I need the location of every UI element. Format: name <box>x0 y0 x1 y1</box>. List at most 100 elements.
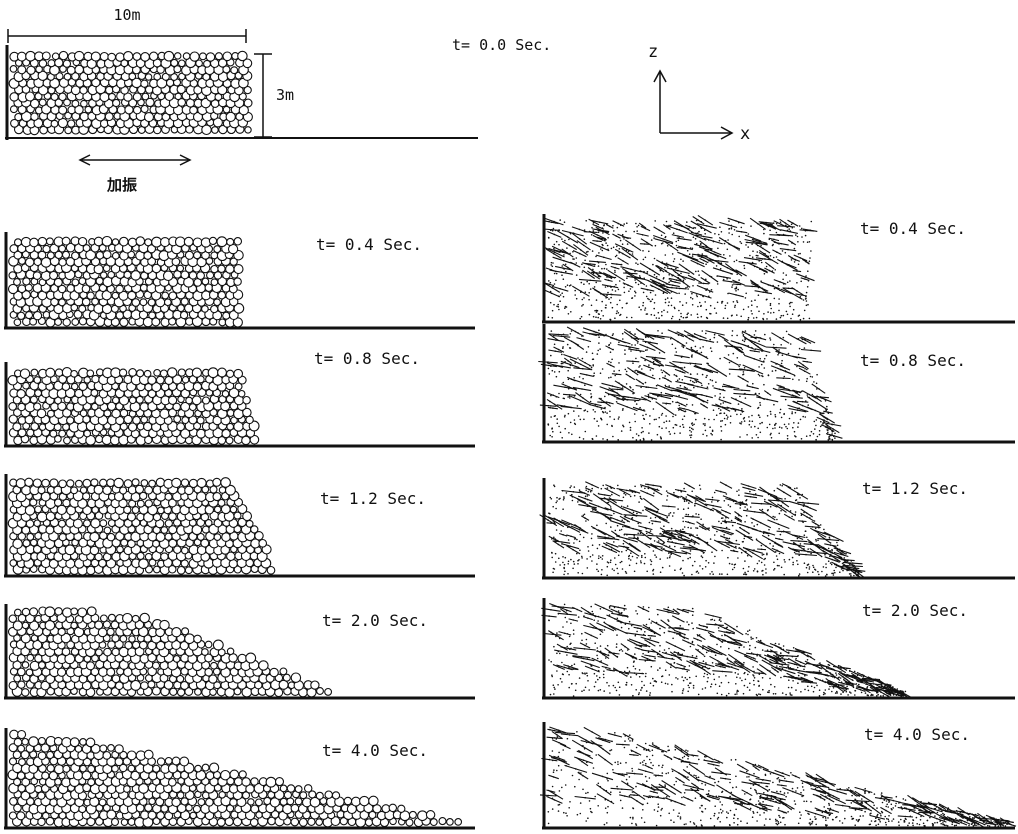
particle <box>77 236 88 247</box>
particle <box>210 661 218 670</box>
contact-dot <box>754 425 756 428</box>
contact-dot <box>731 563 733 565</box>
contact-dot <box>595 316 597 319</box>
contact-dot <box>668 552 670 554</box>
contact-dot <box>773 297 776 300</box>
particle <box>111 396 120 405</box>
contact-dot <box>691 247 694 250</box>
contact-dot <box>627 250 630 253</box>
particle <box>144 552 153 561</box>
contact-dot <box>695 418 697 421</box>
contact-dot <box>686 387 688 390</box>
contact-dot <box>708 418 710 421</box>
contact-dot <box>705 263 707 266</box>
contact-dot <box>824 553 826 556</box>
contact-dot <box>728 220 730 222</box>
contact-dot <box>606 268 608 270</box>
contact-dot <box>634 295 636 297</box>
contact-dot <box>747 316 750 319</box>
contact-dot <box>780 509 782 512</box>
contact-dot <box>620 528 623 531</box>
force-chain <box>611 373 622 376</box>
force-chain <box>690 290 712 299</box>
contact-dot <box>621 386 624 388</box>
contact-dot <box>817 570 819 573</box>
particle <box>21 688 30 697</box>
contact-dot <box>554 522 556 525</box>
contact-dot <box>562 295 565 298</box>
contact-dot <box>650 313 653 316</box>
contact-dot <box>738 368 741 371</box>
contact-dot <box>569 333 572 335</box>
contact-dot <box>573 395 576 397</box>
particle <box>8 680 18 691</box>
particle <box>243 85 252 95</box>
force-chain <box>756 396 779 403</box>
particle <box>429 818 438 827</box>
contact-dot <box>635 357 637 360</box>
contact-dot <box>766 415 769 417</box>
contact-dot <box>594 309 596 312</box>
contact-dot <box>735 398 737 401</box>
contact-dot <box>561 265 563 267</box>
force-chain <box>627 366 639 376</box>
contact-dot <box>597 557 600 560</box>
contact-dot <box>659 436 662 438</box>
force-chain <box>623 272 638 275</box>
particle <box>135 236 146 246</box>
contact-dot <box>715 414 718 417</box>
particle <box>159 408 170 420</box>
contact-dot <box>689 434 691 437</box>
contact-dot <box>756 251 759 253</box>
force-chain <box>782 287 803 300</box>
contact-dot <box>662 376 664 379</box>
particle <box>228 784 239 794</box>
contact-dot <box>804 234 807 237</box>
contact-dot <box>831 423 833 426</box>
particle <box>24 311 34 320</box>
contact-dot <box>601 558 604 560</box>
particle <box>58 298 66 307</box>
contact-dot <box>713 336 716 339</box>
contact-dot <box>590 393 592 395</box>
contact-dot <box>638 501 640 503</box>
contact-dot <box>663 309 665 312</box>
contact-dot <box>718 398 721 400</box>
contact-dot <box>734 287 737 290</box>
contact-dot <box>728 562 731 565</box>
contact-dot <box>723 242 726 245</box>
contact-dot <box>720 412 722 415</box>
particle <box>184 633 195 645</box>
contact-dot <box>777 284 780 287</box>
contact-dot <box>597 275 600 277</box>
force-chain <box>612 220 625 227</box>
force-chain <box>787 239 797 246</box>
contact-dot <box>610 293 612 296</box>
right-panel-3: t= 1.2 Sec. <box>539 478 1015 580</box>
contact-dot <box>694 412 696 415</box>
contact-dot <box>796 282 798 284</box>
particle <box>61 250 71 259</box>
contact-dot <box>672 426 675 429</box>
contact-dot <box>591 250 594 252</box>
particle <box>30 112 39 121</box>
particle <box>28 736 39 747</box>
particle <box>16 811 26 821</box>
force-chain <box>698 338 715 343</box>
contact-dot <box>711 379 714 382</box>
particle <box>58 479 67 489</box>
contact-dot <box>760 544 763 547</box>
contact-dot <box>569 347 572 349</box>
force-chain <box>746 385 759 390</box>
contact-dot <box>839 571 841 573</box>
contact-dot <box>748 416 750 418</box>
contact-dot <box>700 305 702 308</box>
contact-dot <box>598 336 600 339</box>
contact-dot <box>783 283 785 285</box>
contact-dot <box>731 524 734 527</box>
contact-dot <box>691 404 694 406</box>
force-chain <box>717 262 738 274</box>
contact-dot <box>813 520 816 522</box>
particle <box>324 790 333 799</box>
contact-dot <box>791 412 793 415</box>
